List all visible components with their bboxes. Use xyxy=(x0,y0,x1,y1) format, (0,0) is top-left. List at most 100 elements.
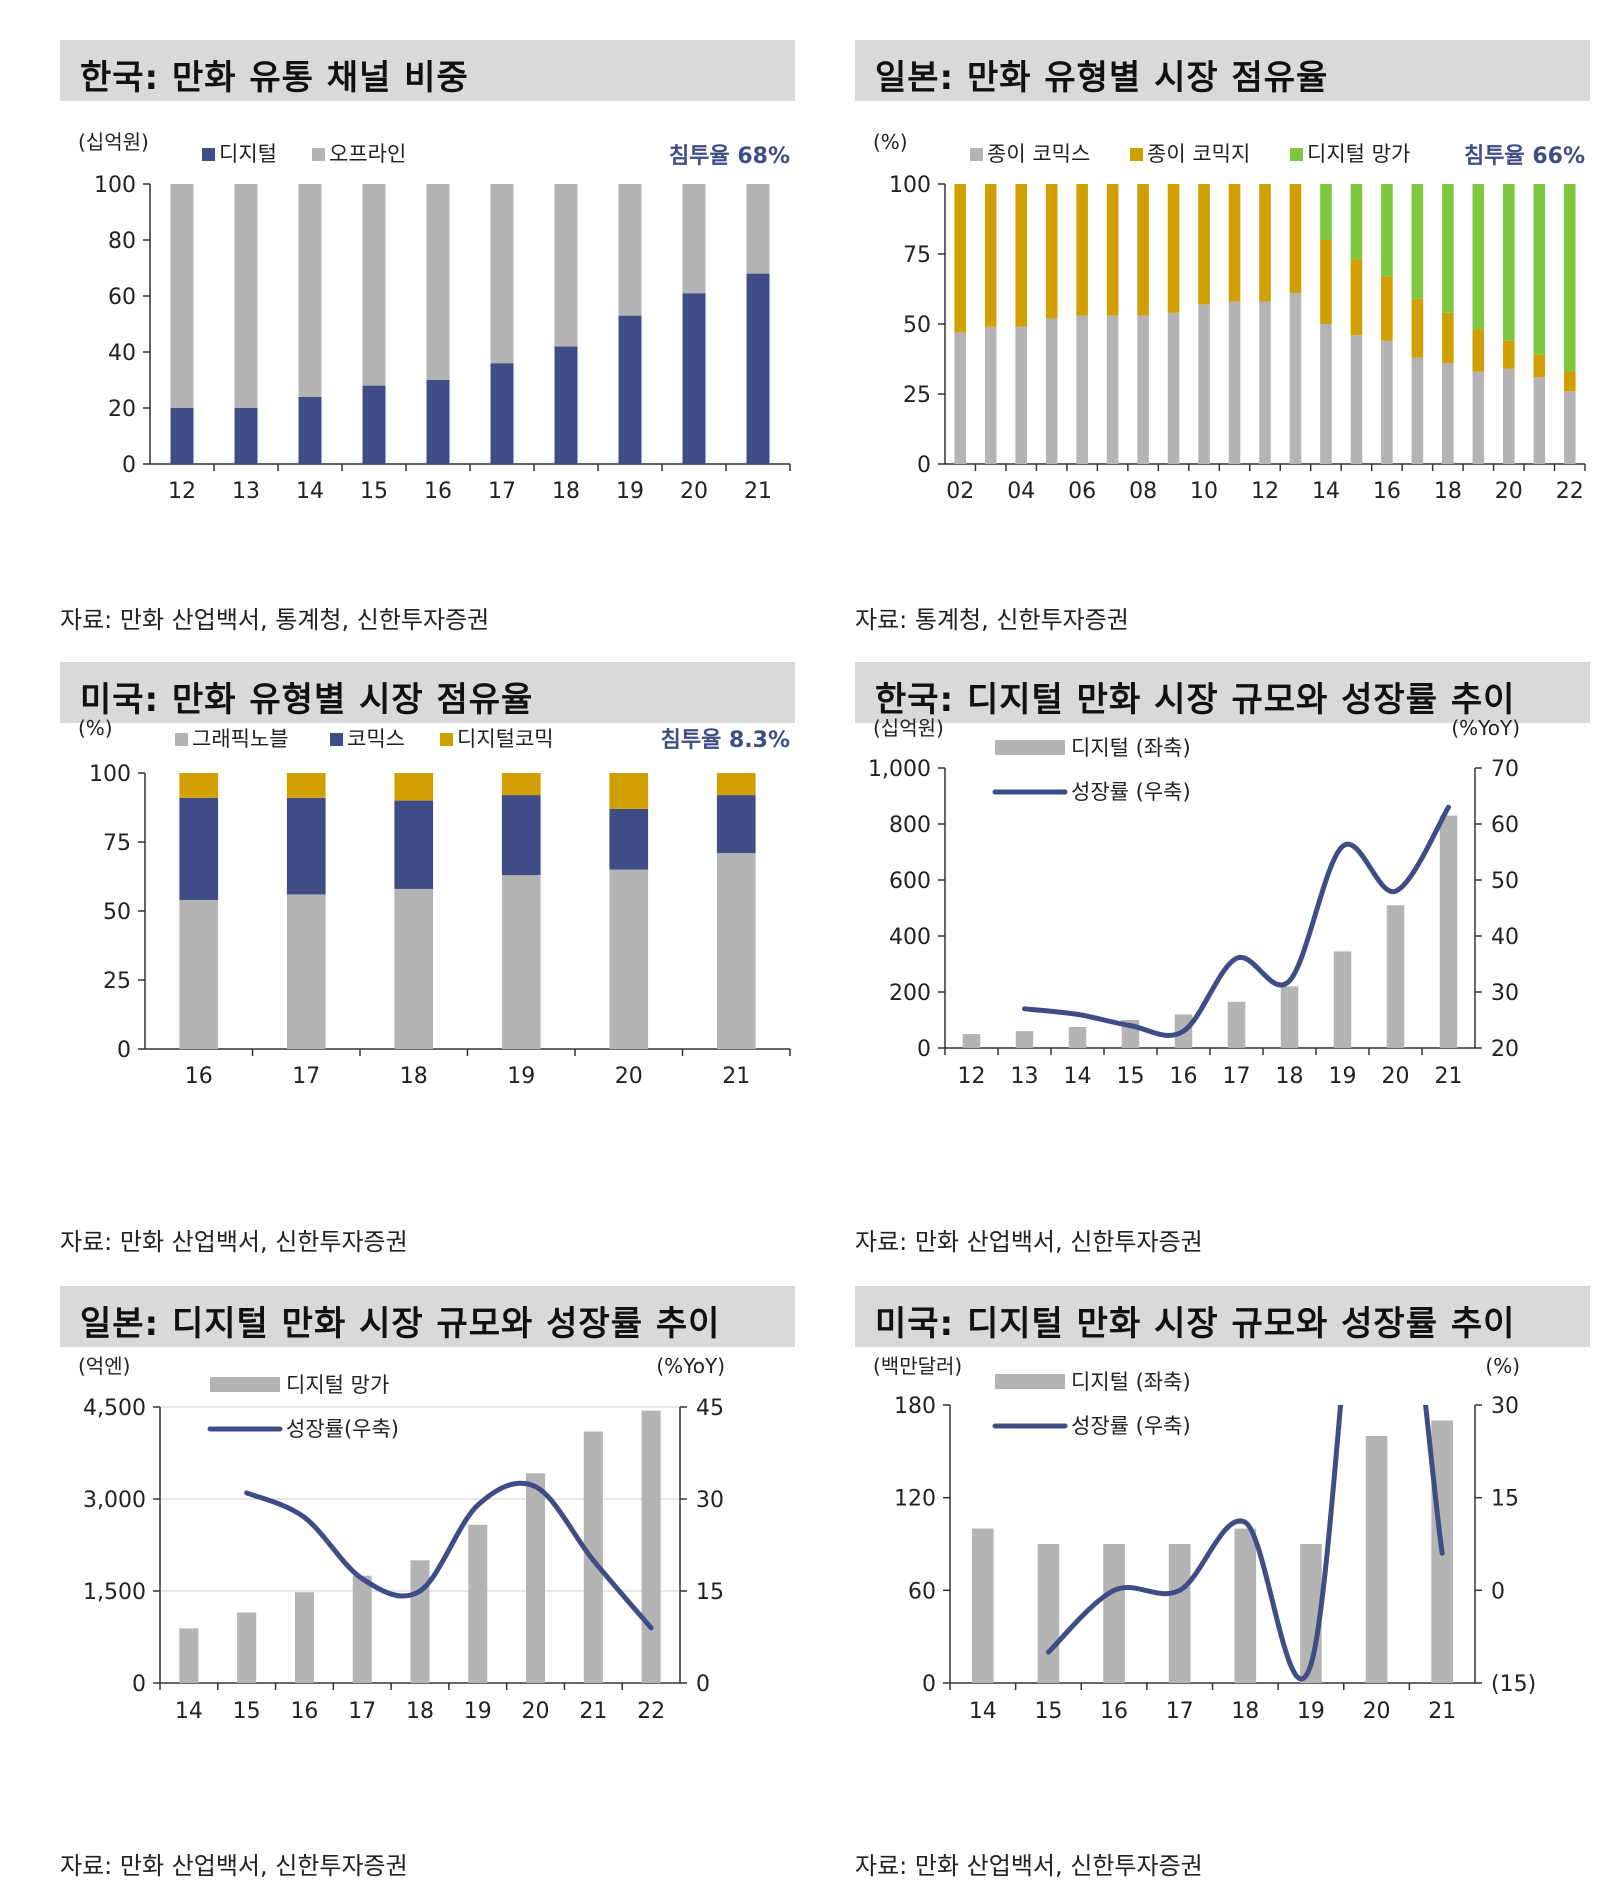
bar xyxy=(1533,354,1546,378)
y-unit-label: (%) xyxy=(873,130,908,154)
x-tick-label: 17 xyxy=(348,1699,376,1724)
bar xyxy=(1198,184,1210,305)
x-tick-label: 16 xyxy=(290,1699,318,1724)
bar xyxy=(1350,335,1363,464)
bar xyxy=(1350,259,1363,336)
bar xyxy=(1228,301,1241,464)
x-tick-label: 14 xyxy=(1064,1064,1092,1089)
y-left-tick-label: 0 xyxy=(922,1672,936,1697)
legend-swatch-bar xyxy=(995,1374,1065,1389)
bar xyxy=(170,184,194,408)
bar xyxy=(1076,315,1088,464)
chart-us-share: 100 75 50 25 0 16 17 18 19 20 21 (%) 그래픽노블 코믹스 디지털코믹 침투… xyxy=(78,716,791,1089)
legend-label: 종이 코믹스 xyxy=(987,142,1090,166)
bar xyxy=(1411,298,1424,358)
bar xyxy=(468,1524,488,1683)
legend-label: 디지털 xyxy=(219,142,277,166)
y-tick-label: 0 xyxy=(117,1038,131,1063)
y-left-tick-label: 1,500 xyxy=(83,1580,146,1605)
chart-source: 자료: 만화 산업백서, 신한투자증권 xyxy=(855,1852,1203,1880)
bar xyxy=(554,346,578,464)
y-tick-label: 0 xyxy=(122,453,136,478)
chart-title: 한국: 만화 유통 채널 비중 xyxy=(80,58,469,98)
chart-kr-channel: 100 80 60 40 20 0 12 13 14 15 16 17 18 19 20 21 (십억원) 디지털… xyxy=(78,130,791,504)
panel-us-share: 미국: 만화 유형별 시장 점유율 100 75 50 25 0 16 17 18 19 20 21… xyxy=(60,662,795,1272)
chart-source: 자료: 만화 산업백서, 신한투자증권 xyxy=(60,1228,408,1256)
bar xyxy=(362,385,386,464)
bar xyxy=(1198,304,1210,464)
bar xyxy=(234,408,258,464)
x-tick-label: 22 xyxy=(1556,479,1584,504)
legend-swatch xyxy=(440,733,453,746)
legend-label: 오프라인 xyxy=(329,142,406,166)
bar xyxy=(1068,1027,1087,1048)
y-right-tick-label: 0 xyxy=(696,1672,710,1697)
x-tick-label: 12 xyxy=(1251,479,1279,504)
x-tick-label: 21 xyxy=(722,1064,750,1089)
bar xyxy=(1320,184,1332,240)
bar xyxy=(1472,371,1485,464)
bar xyxy=(490,184,514,364)
x-tick-label: 15 xyxy=(1117,1064,1145,1089)
chart-title: 일본: 만화 유형별 시장 점유율 xyxy=(875,58,1329,98)
x-tick-label: 20 xyxy=(680,479,708,504)
x-tick-label: 04 xyxy=(1007,479,1035,504)
y-left-tick-label: 0 xyxy=(917,1037,931,1062)
y-left-tick-label: 4,500 xyxy=(83,1396,146,1421)
y-right-tick-label: 50 xyxy=(1491,869,1519,894)
panel-header: 일본: 디지털 만화 시장 규모와 성장률 추이 xyxy=(60,1286,795,1347)
x-tick-label: 16 xyxy=(1170,1064,1198,1089)
bar xyxy=(682,293,706,464)
bar xyxy=(1350,184,1363,260)
chart-title: 일본: 디지털 만화 시장 규모와 성장률 추이 xyxy=(80,1304,721,1344)
bar xyxy=(1472,329,1485,372)
panel-kr-channel: 한국: 만화 유통 채널 비중 100 80 60 40 20 0 12 13 14 15 16 17… xyxy=(60,40,795,650)
growth-line xyxy=(1022,804,1451,1038)
y-tick-label: 80 xyxy=(108,229,136,254)
bar xyxy=(501,773,541,796)
x-tick-label: 14 xyxy=(296,479,324,504)
legend-swatch xyxy=(202,148,215,161)
legend-swatch xyxy=(312,148,325,161)
bar xyxy=(286,773,326,798)
x-tick-label: 14 xyxy=(1312,479,1340,504)
y-right-tick-label: 15 xyxy=(1491,1487,1519,1512)
bar xyxy=(352,1575,372,1683)
chart-title: 한국: 디지털 만화 시장 규모와 성장률 추이 xyxy=(875,680,1516,720)
bar xyxy=(1234,1528,1257,1683)
y-left-tick-label: 3,000 xyxy=(83,1488,146,1513)
x-tick-label: 18 xyxy=(1231,1699,1259,1724)
bar xyxy=(1320,324,1332,464)
y-unit-label: (십억원) xyxy=(78,130,149,154)
legend-label-bar: 디지털 망가 xyxy=(286,1373,389,1397)
bar xyxy=(394,888,434,1049)
bar xyxy=(1280,986,1299,1048)
bar xyxy=(1045,318,1058,464)
bar xyxy=(716,853,756,1049)
x-tick-label: 15 xyxy=(360,479,388,504)
x-tick-label: 18 xyxy=(1276,1064,1304,1089)
y-left-tick-label: 400 xyxy=(889,925,931,950)
x-tick-label: 17 xyxy=(488,479,516,504)
legend-swatch-bar xyxy=(210,1377,280,1392)
bar xyxy=(426,380,450,464)
legend-swatch xyxy=(1130,148,1143,161)
x-tick-label: 14 xyxy=(969,1699,997,1724)
x-tick-label: 10 xyxy=(1190,479,1218,504)
bar xyxy=(237,1612,257,1683)
bar xyxy=(1015,326,1027,464)
bar xyxy=(609,808,649,870)
y-left-tick-label: 120 xyxy=(894,1487,936,1512)
x-tick-label: 18 xyxy=(400,1064,428,1089)
legend-label: 그래픽노블 xyxy=(192,727,289,751)
x-tick-label: 08 xyxy=(1129,479,1157,504)
y-tick-label: 100 xyxy=(889,173,931,198)
y-left-tick-label: 60 xyxy=(908,1579,936,1604)
panel-header: 한국: 디지털 만화 시장 규모와 성장률 추이 xyxy=(855,662,1590,723)
bar xyxy=(1442,363,1454,464)
y-right-tick-label: 30 xyxy=(696,1488,724,1513)
x-tick-label: 15 xyxy=(233,1699,261,1724)
x-tick-label: 18 xyxy=(406,1699,434,1724)
bar xyxy=(954,332,967,464)
bar xyxy=(1365,1435,1388,1683)
